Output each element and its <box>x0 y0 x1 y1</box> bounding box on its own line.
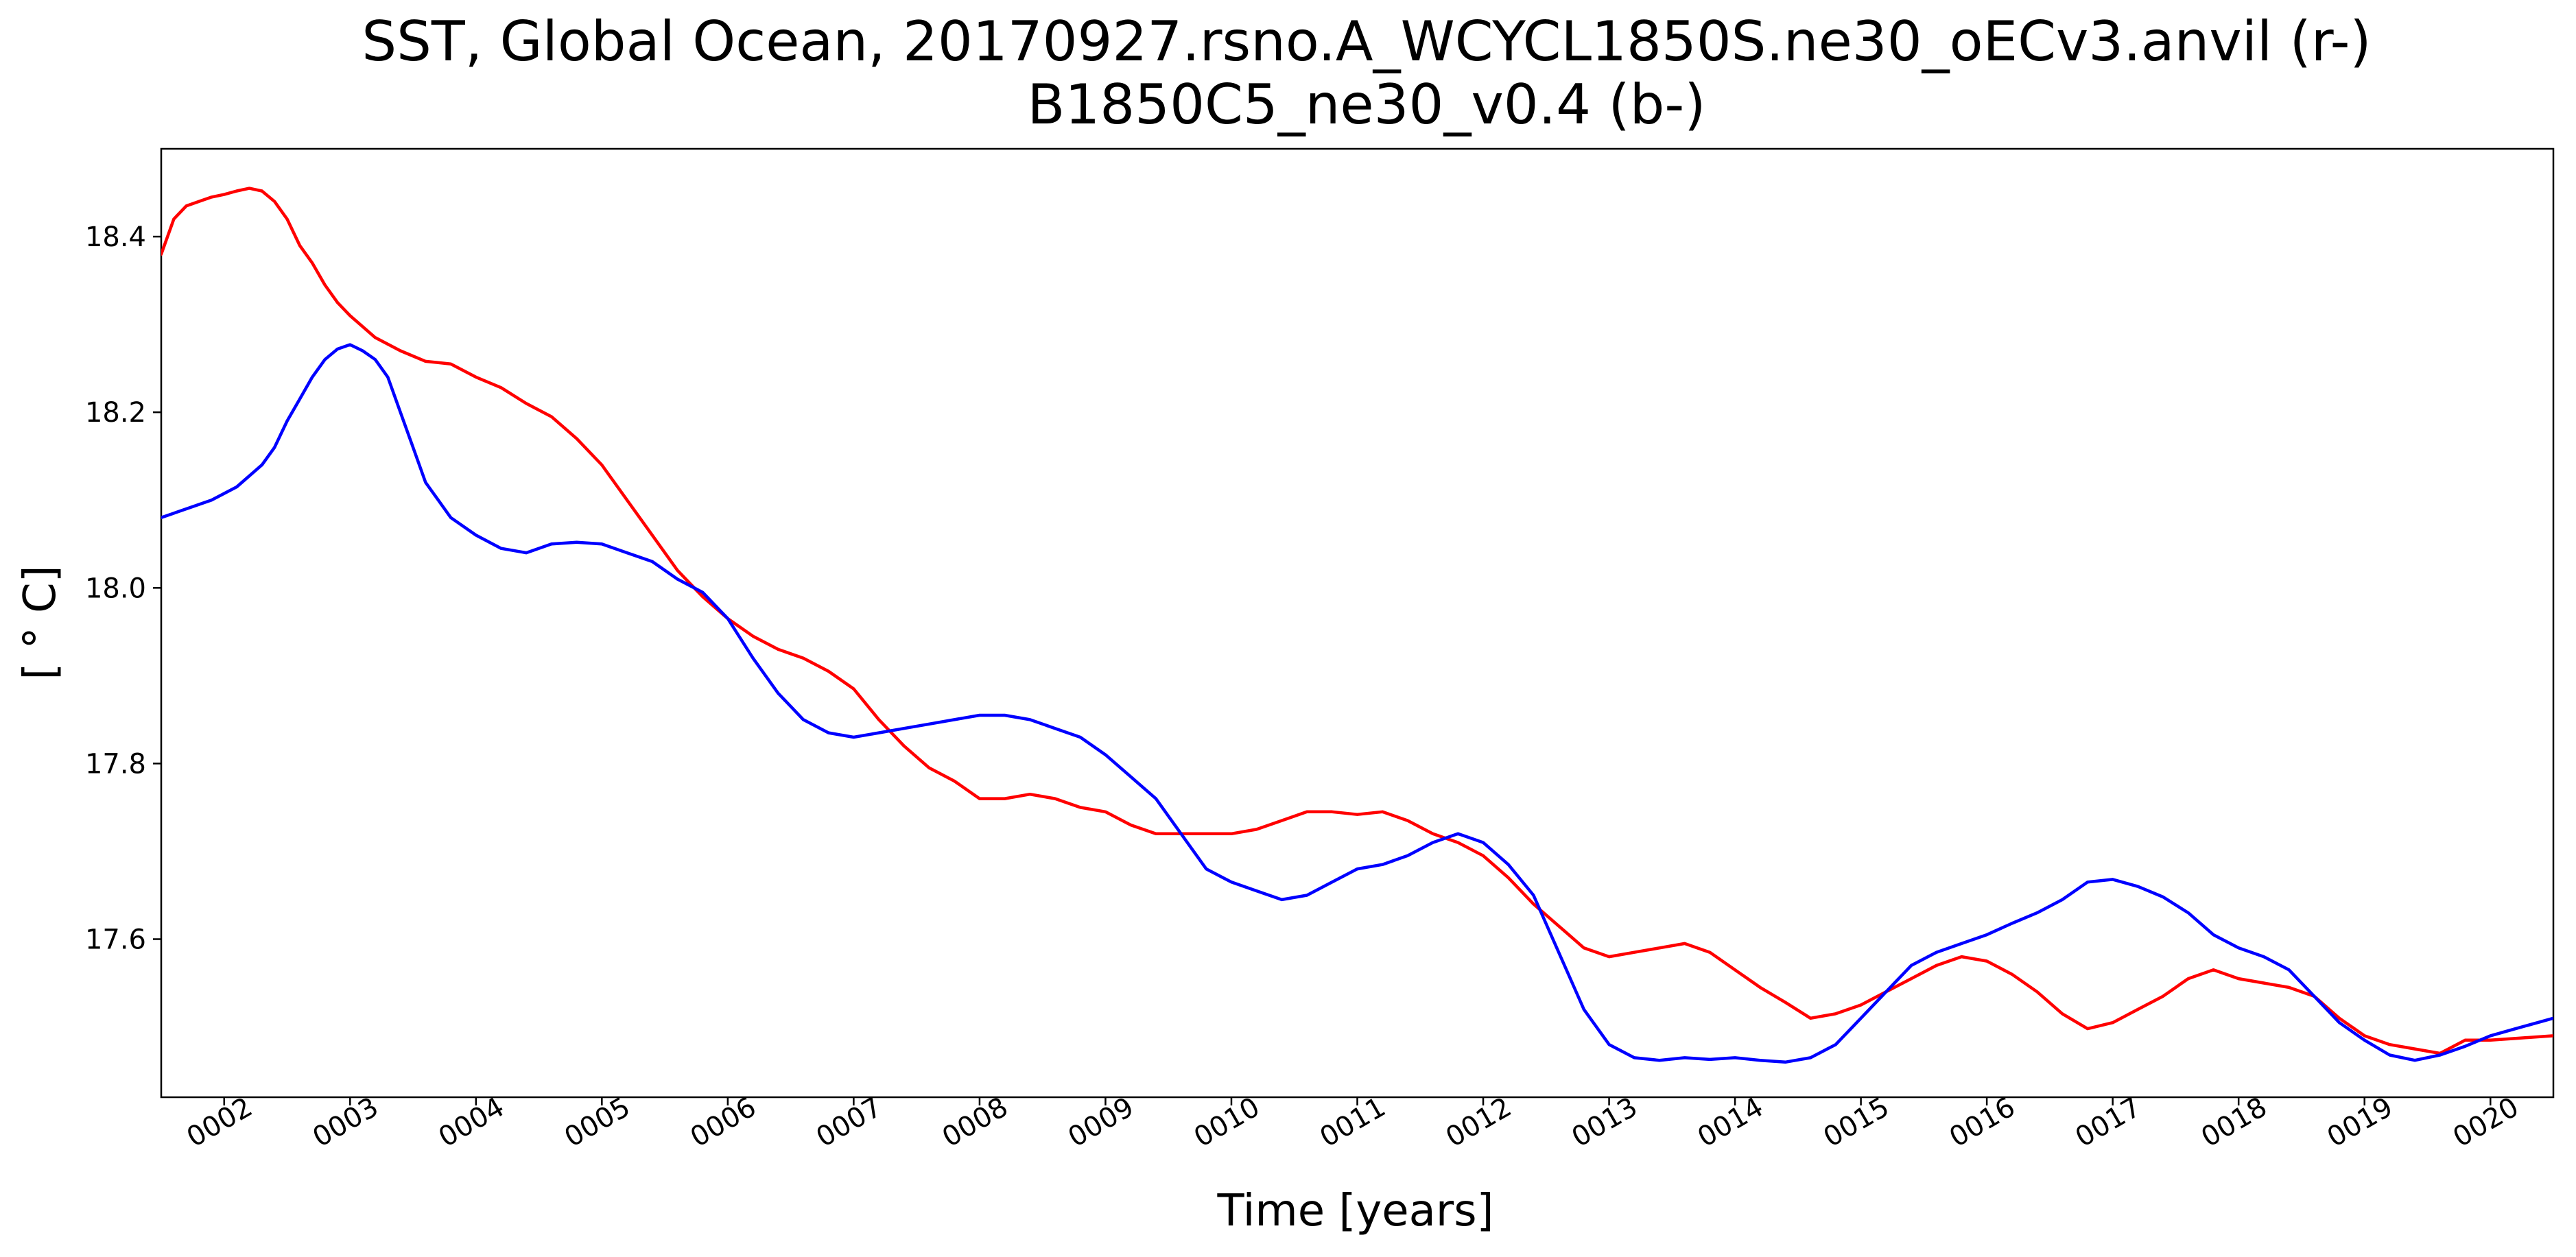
y-axis-ticks: 17.6 17.8 18.0 18.2 18.4 <box>85 222 161 956</box>
y-tick-label: 18.0 <box>85 573 146 604</box>
chart-title: SST, Global Ocean, 20170927.rsno.A_WCYCL… <box>362 10 2371 73</box>
y-axis-label: [ ° C] <box>15 565 66 680</box>
series-line-1 <box>161 187 2553 1055</box>
y-tick-label: 17.8 <box>85 748 146 780</box>
chart-subtitle: B1850C5_ne30_v0.4 (b-) <box>1027 73 1705 136</box>
y-tick-label: 18.2 <box>85 397 146 429</box>
y-tick-label: 18.4 <box>85 222 146 253</box>
series-layer <box>161 187 2553 1064</box>
x-axis-label: Time [years] <box>1216 1186 1493 1236</box>
series-line-2 <box>161 343 2553 1064</box>
y-tick-label: 17.6 <box>85 924 146 956</box>
